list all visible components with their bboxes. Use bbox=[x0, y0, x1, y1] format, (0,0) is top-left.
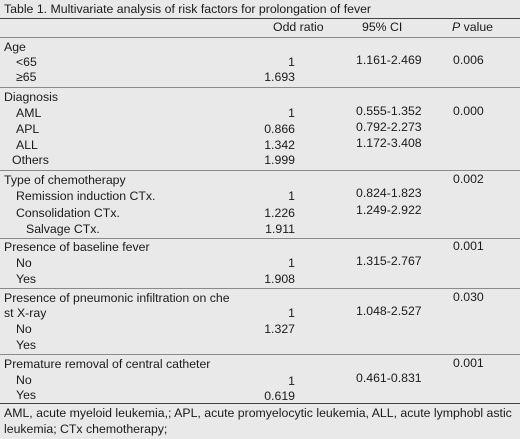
odd-ratio-cell: 0.619 bbox=[264, 389, 295, 403]
odd-ratio-cell: 1 bbox=[288, 256, 295, 270]
row-label: Yes bbox=[16, 388, 37, 402]
p-value-cell: 0.001 bbox=[453, 356, 484, 370]
p-value-cell: 0.002 bbox=[453, 172, 484, 186]
ci-cell: 1.315-2.767 bbox=[356, 254, 422, 268]
ci-cell: 0.824-1.823 bbox=[356, 186, 422, 200]
header-odd-ratio: Odd ratio bbox=[273, 20, 324, 34]
odd-ratio-cell: 1 bbox=[288, 189, 295, 203]
odd-ratio-cell: 1.327 bbox=[264, 322, 295, 336]
odd-ratio-cell: 1.693 bbox=[264, 70, 295, 84]
odd-ratio-cell: 1 bbox=[288, 306, 295, 320]
top-rule bbox=[0, 18, 520, 19]
p-value-cell: 0.001 bbox=[453, 239, 484, 253]
row-label: Presence of pneumonic infiltration on ch… bbox=[4, 291, 230, 305]
ci-cell: 1.161-2.469 bbox=[356, 53, 422, 67]
header-p-value: P value bbox=[452, 20, 494, 34]
odd-ratio-cell: 1 bbox=[288, 374, 295, 388]
row-label: Premature removal of central catheter bbox=[4, 357, 211, 371]
ci-cell: 1.172-3.408 bbox=[356, 136, 422, 150]
group-rule bbox=[0, 354, 520, 355]
odd-ratio-cell: 1.226 bbox=[264, 206, 295, 220]
group-rule bbox=[0, 288, 520, 289]
row-label: Diagnosis bbox=[4, 90, 58, 104]
row-label: ALL bbox=[16, 138, 38, 152]
row-label: Age bbox=[4, 40, 26, 54]
p-value-cell: 0.000 bbox=[453, 104, 484, 118]
row-label: ≥65 bbox=[16, 70, 37, 84]
row-label: Yes bbox=[16, 272, 37, 286]
group-rule bbox=[0, 238, 520, 239]
row-label: No bbox=[16, 373, 32, 387]
row-label: No bbox=[16, 256, 32, 270]
row-label: No bbox=[16, 322, 32, 336]
odd-ratio-cell: 1.999 bbox=[264, 153, 295, 167]
row-label: Presence of baseline fever bbox=[4, 240, 150, 254]
p-value-cell: 0.006 bbox=[453, 53, 484, 67]
row-label: Others bbox=[12, 153, 49, 167]
odd-ratio-cell: 1 bbox=[288, 55, 295, 69]
row-label: Consolidation CTx. bbox=[16, 206, 120, 220]
p-value-cell: 0.030 bbox=[453, 290, 484, 304]
row-label: Type of chemotherapy bbox=[4, 173, 126, 187]
ci-cell: 0.792-2.273 bbox=[356, 120, 422, 134]
row-label: Remission induction CTx. bbox=[16, 189, 156, 203]
row-label: APL bbox=[16, 122, 40, 136]
odd-ratio-cell: 0.866 bbox=[264, 122, 295, 136]
odd-ratio-cell: 1 bbox=[288, 106, 295, 120]
row-label: AML bbox=[16, 106, 42, 120]
bottom-rule bbox=[0, 403, 520, 404]
odd-ratio-cell: 1.911 bbox=[265, 222, 295, 236]
header-95-ci: 95% CI bbox=[362, 20, 403, 34]
ci-cell: 1.048-2.527 bbox=[356, 304, 422, 318]
ci-cell: 0.461-0.831 bbox=[356, 371, 422, 385]
group-rule bbox=[0, 170, 520, 171]
odd-ratio-cell: 1.342 bbox=[264, 138, 295, 152]
table-title: Table 1. Multivariate analysis of risk f… bbox=[4, 2, 372, 16]
ci-cell: 1.249-2.922 bbox=[356, 203, 422, 217]
row-label: <65 bbox=[16, 55, 37, 69]
table-footnote: AML, acute myeloid leukemia,; APL, acute… bbox=[4, 406, 512, 436]
group-rule bbox=[0, 87, 520, 88]
header-rule bbox=[0, 37, 520, 38]
row-label: Salvage CTx. bbox=[26, 222, 100, 236]
ci-cell: 0.555-1.352 bbox=[356, 104, 422, 118]
odd-ratio-cell: 1.908 bbox=[264, 272, 295, 286]
row-label: Yes bbox=[16, 338, 37, 352]
row-label-continued: st X-ray bbox=[4, 306, 47, 320]
